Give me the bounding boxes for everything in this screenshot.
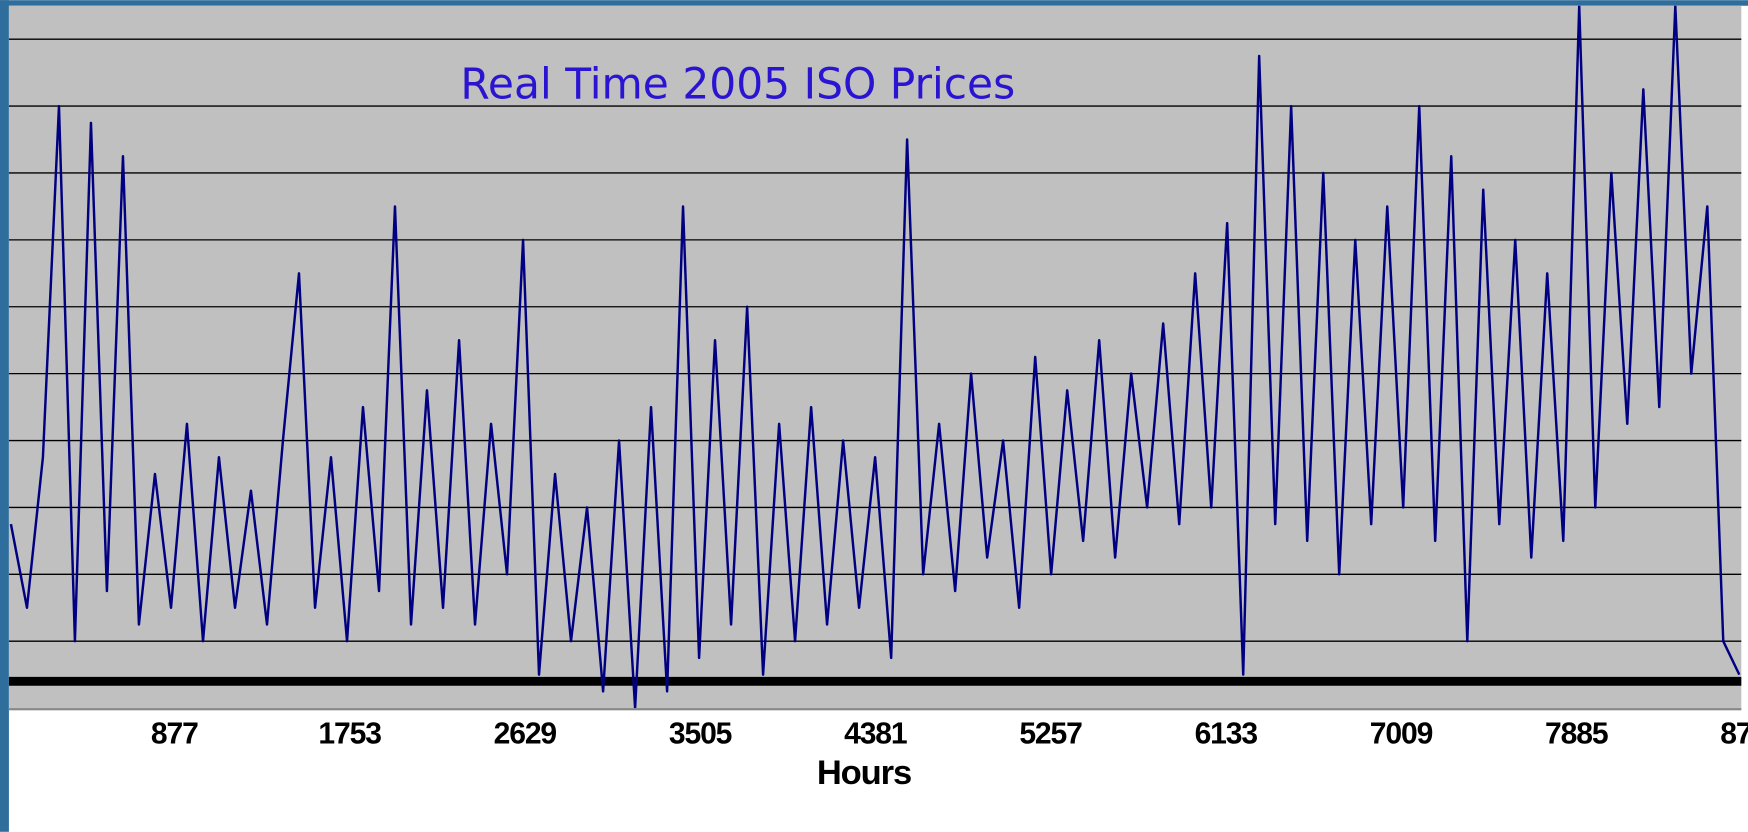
price-line	[9, 5, 1741, 709]
x-tick-label: 7885	[1545, 718, 1608, 751]
chart-title: Real Time 2005 ISO Prices	[460, 59, 1015, 108]
x-tick-label: 6133	[1195, 718, 1258, 751]
x-tick-label: 7009	[1370, 718, 1433, 751]
x-ticks: 877 1753 2629 3505 4381 5257 6133 7009 7885 8761	[151, 718, 1748, 751]
x-tick-label: 3505	[669, 718, 732, 751]
x-tick-label: 4381	[844, 718, 907, 751]
x-tick-label: 5257	[1019, 718, 1082, 751]
x-tick-label: 877	[151, 718, 198, 751]
x-axis-label: Hours	[817, 754, 911, 792]
frame-left	[0, 0, 9, 832]
series	[9, 5, 1741, 709]
x-tick-label: 1753	[318, 718, 381, 751]
plot-area	[8, 5, 1742, 711]
x-tick-label: 2629	[494, 718, 557, 751]
x-tick-label: 8761	[1720, 718, 1748, 751]
frame-top	[0, 0, 1748, 6]
